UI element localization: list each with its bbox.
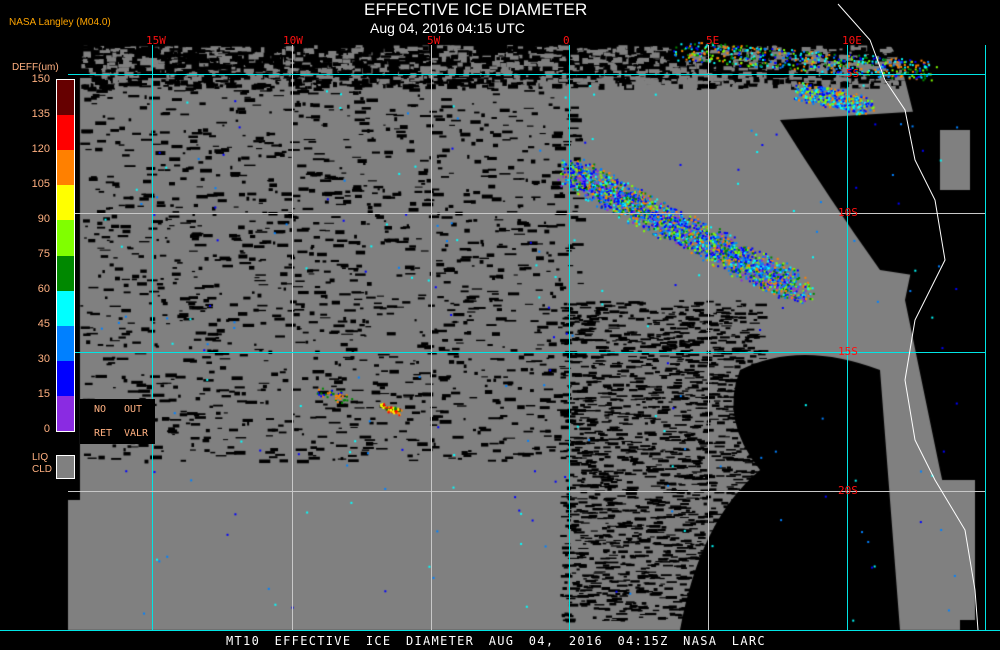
liquid-cloud-label: LIQ CLD <box>32 452 52 476</box>
legend-text: NO <box>94 404 107 415</box>
color-swatch <box>57 255 74 291</box>
lat-label: 20S <box>838 484 858 497</box>
legend-text: RET <box>94 428 113 439</box>
legend-tick: 30 <box>37 353 50 365</box>
legend-tick: 120 <box>31 143 50 155</box>
color-scale-bar <box>56 79 75 432</box>
legend-tick: 45 <box>37 318 50 330</box>
legend-units: DEFF(um) <box>12 62 59 73</box>
legend-text: LIQ <box>32 452 49 463</box>
color-swatch <box>57 290 74 326</box>
no-retrieval-legend: NO OUT RET VALR <box>80 399 155 444</box>
legend-tick: 105 <box>31 178 50 190</box>
color-swatch <box>57 220 74 256</box>
lon-label: 5E <box>706 34 720 47</box>
color-swatch <box>57 325 74 361</box>
lon-label: 10E <box>842 34 862 47</box>
footer-caption: MT10 EFFECTIVE ICE DIAMETER AUG 04, 2016… <box>226 634 766 648</box>
org-label: NASA Langley (M04.0) <box>9 17 111 28</box>
legend-tick: 60 <box>37 283 50 295</box>
lon-label: 5W <box>427 34 441 47</box>
liquid-cloud-swatch <box>56 455 75 479</box>
lat-label: 5S <box>846 67 860 80</box>
legend-tick: 150 <box>31 73 50 85</box>
legend-text: OUT <box>124 404 143 415</box>
lon-label: 0 <box>563 34 570 47</box>
lon-label: 10W <box>283 34 303 47</box>
color-swatch <box>57 115 74 151</box>
page-title: EFFECTIVE ICE DIAMETER <box>364 0 588 19</box>
legend-text: CLD <box>32 464 53 475</box>
lat-label: 15S <box>838 345 858 358</box>
legend-tick: 135 <box>31 108 50 120</box>
legend-tick: 0 <box>43 423 50 435</box>
legend-tick: 75 <box>37 248 50 260</box>
color-swatch <box>57 360 74 396</box>
color-swatch <box>57 395 74 431</box>
color-swatch <box>57 150 74 186</box>
legend-text: VALR <box>124 428 149 439</box>
lon-label: 15W <box>146 34 166 47</box>
color-swatch <box>57 80 74 116</box>
lat-label: 10S <box>838 206 858 219</box>
legend-tick: 15 <box>37 388 50 400</box>
color-swatch <box>57 185 74 221</box>
legend-tick: 90 <box>37 213 50 225</box>
coastline <box>837 3 979 631</box>
timestamp: Aug 04, 2016 04:15 UTC <box>370 20 525 36</box>
